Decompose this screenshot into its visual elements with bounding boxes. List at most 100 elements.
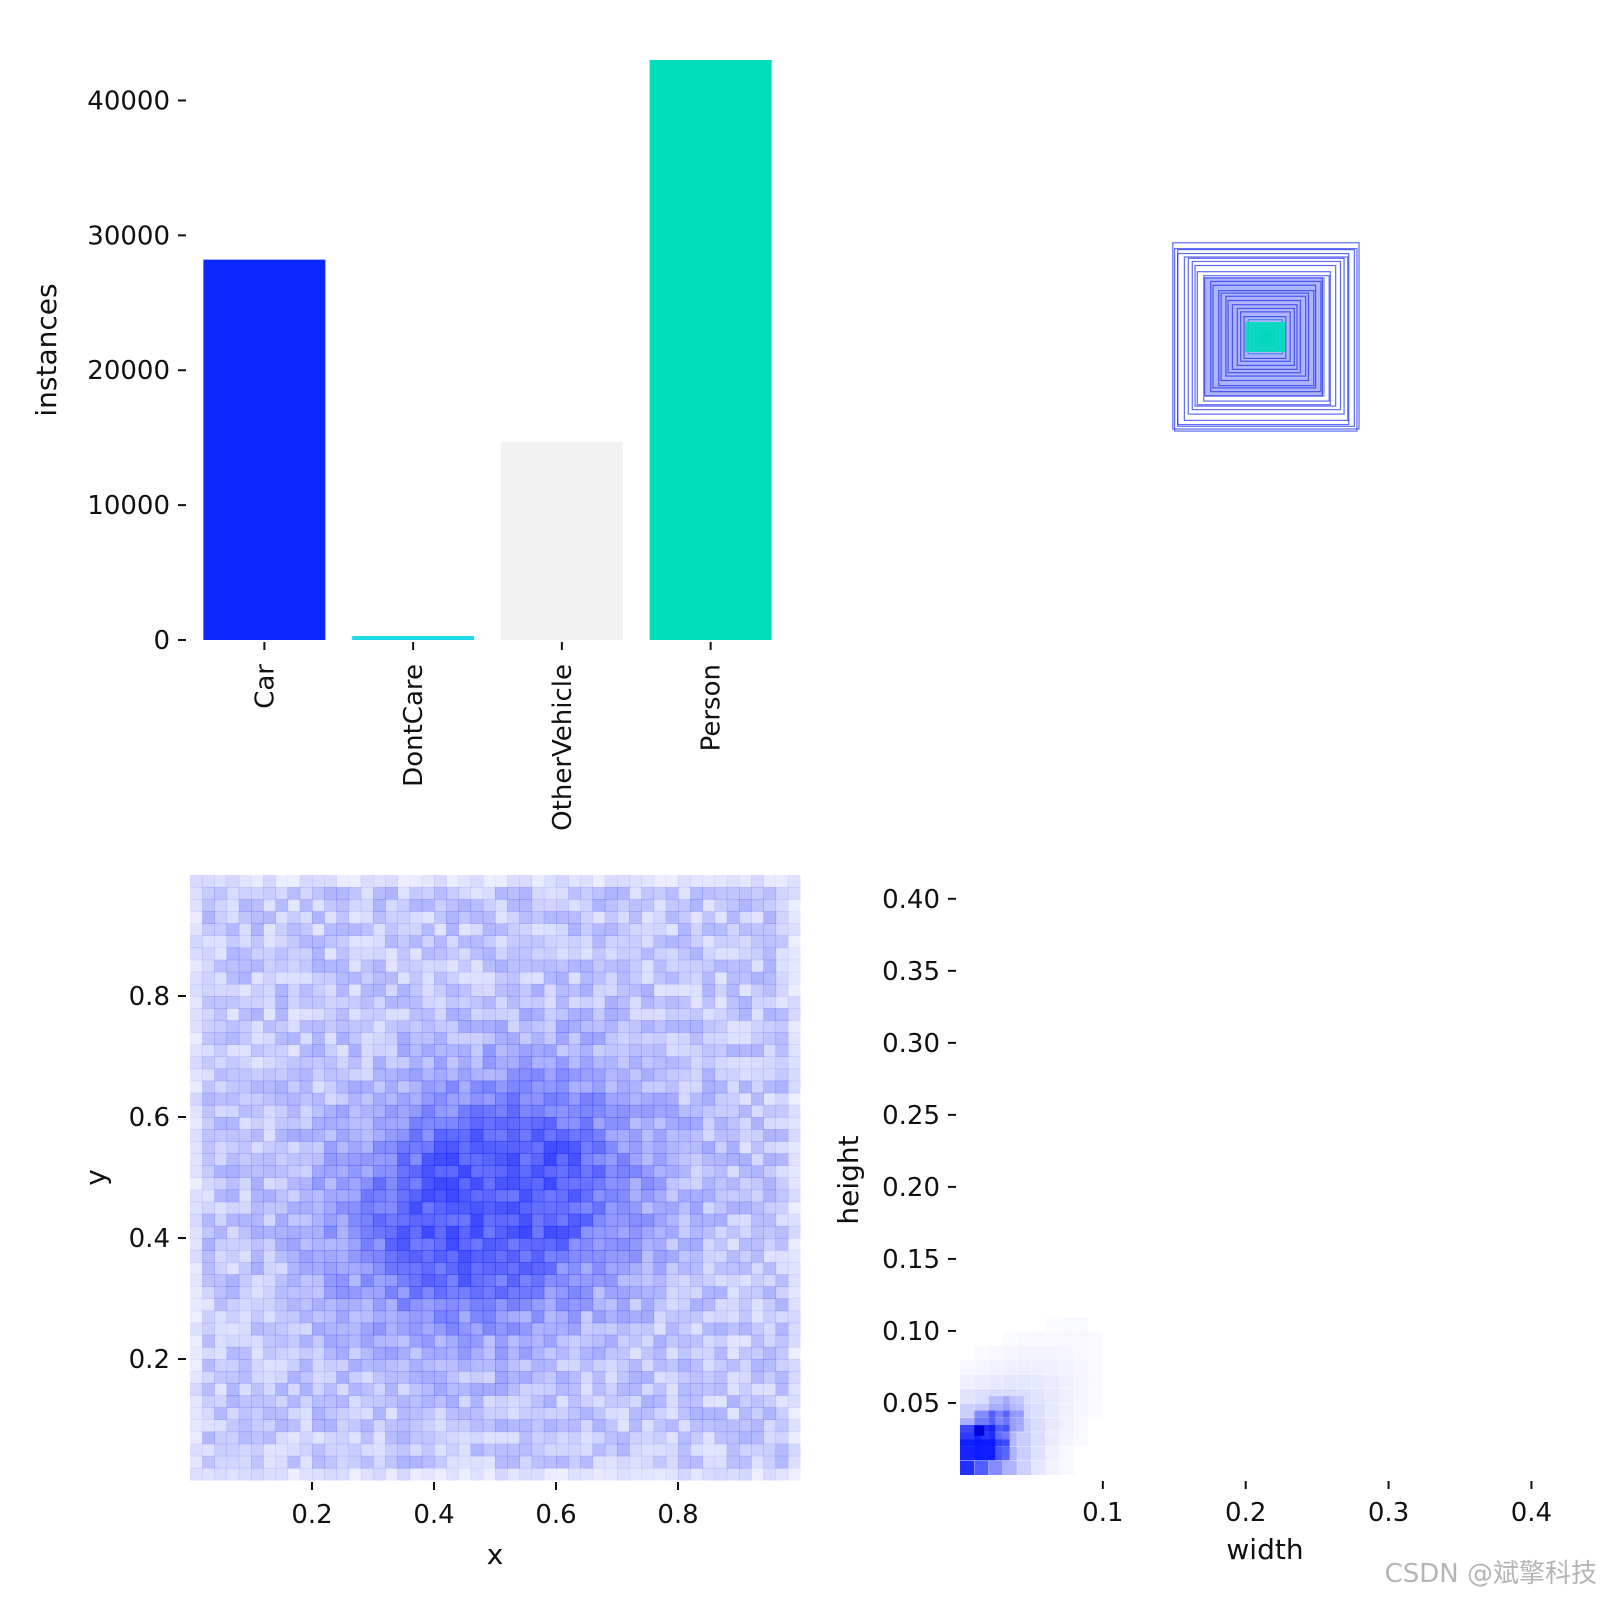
heatmap-cell [348, 1129, 362, 1142]
heatmap-cell [421, 1129, 435, 1142]
heatmap-cell [348, 1274, 362, 1287]
heatmap-cell [543, 1129, 557, 1142]
heatmap-cell [714, 887, 728, 900]
heatmap-cell [287, 971, 301, 985]
heatmap-cell [238, 1431, 252, 1445]
heatmap-cell [787, 1395, 801, 1408]
heatmap-cell [739, 1177, 752, 1191]
heatmap-cell [775, 1431, 789, 1445]
heatmap-cell [263, 1238, 276, 1251]
heatmap-cell [763, 1310, 777, 1324]
heatmap-cell [373, 1056, 386, 1070]
heatmap-cell [238, 1383, 252, 1396]
heatmap-cell [446, 1104, 459, 1118]
heatmap-cell [678, 1334, 691, 1348]
heatmap-cell-core [1002, 1410, 1024, 1432]
y-tick-label: 0.8 [129, 982, 170, 1012]
heatmap-cell [1060, 1388, 1074, 1403]
heatmap-cell [519, 1443, 533, 1457]
heatmap-cell [275, 887, 289, 900]
heatmap-cell [482, 1371, 496, 1384]
heatmap-cell [519, 1298, 533, 1312]
heatmap-cell [702, 1129, 716, 1142]
heatmap-cell [482, 1250, 496, 1263]
heatmap-cell [726, 959, 740, 973]
heatmap-cell [214, 996, 228, 1009]
heatmap-cell [714, 1092, 728, 1106]
heatmap-cell [519, 1334, 533, 1348]
heatmap-cell [641, 1201, 655, 1215]
heatmap-cell [617, 887, 630, 900]
heatmap-cell [604, 1201, 618, 1215]
heatmap-cell [592, 983, 606, 997]
heatmap-cell [543, 1213, 557, 1227]
heatmap-cell [714, 1020, 728, 1033]
heatmap-cell [519, 1032, 533, 1045]
heatmap-cell [519, 1455, 533, 1469]
heatmap-cell [336, 1262, 350, 1275]
heatmap-cell [458, 1262, 472, 1275]
heatmap-cell [336, 1383, 350, 1396]
heatmap-cell [739, 983, 752, 997]
heatmap-cell [617, 1383, 630, 1396]
heatmap-cell [556, 1310, 569, 1324]
heatmap-cell [214, 1177, 228, 1191]
heatmap-cell [775, 1177, 789, 1191]
heatmap-cell [324, 1467, 337, 1481]
heatmap-cell [287, 1044, 301, 1057]
heatmap-cell [458, 1092, 472, 1106]
heatmap-cell [360, 1068, 374, 1082]
heatmap-cell [251, 1262, 264, 1275]
heatmap-cell [312, 1274, 325, 1287]
heatmap-cell [470, 899, 484, 912]
heatmap-cell [397, 1068, 411, 1082]
heatmap-cell [604, 1177, 618, 1191]
heatmap-cell [787, 1225, 801, 1239]
heatmap-cell [190, 911, 203, 924]
heatmap-cell [568, 1334, 581, 1348]
heatmap-cell [214, 1455, 228, 1469]
heatmap-cell [434, 947, 447, 961]
heatmap-cell [190, 1443, 203, 1457]
heatmap-cell [690, 1008, 703, 1021]
heatmap-cell [629, 1371, 642, 1384]
heatmap-cell [190, 1467, 203, 1481]
heatmap-cell [665, 1092, 679, 1106]
heatmap-cell [1045, 1432, 1060, 1447]
heatmap-cell [275, 1044, 289, 1057]
heatmap-cell [1017, 1374, 1032, 1389]
heatmap-cell [568, 1056, 581, 1070]
heatmap-cell [238, 971, 252, 985]
anchor-box-core [1245, 322, 1285, 352]
heatmap-cell [726, 1092, 740, 1106]
heatmap-cell [348, 935, 362, 949]
heatmap-cell [604, 1334, 618, 1348]
heatmap-cell [287, 1286, 301, 1299]
heatmap-cell [775, 1225, 789, 1239]
heatmap-cell [580, 1371, 594, 1384]
heatmap-cell [190, 1189, 203, 1203]
heatmap-cell [580, 1008, 594, 1021]
heatmap-cell [763, 1213, 777, 1227]
heatmap-cell [226, 1383, 240, 1396]
heatmap-cell [434, 1129, 447, 1142]
heatmap-cell [238, 1334, 252, 1348]
heatmap-cell [409, 1056, 423, 1070]
heatmap-cell [775, 1298, 789, 1312]
heatmap-cell [775, 1092, 789, 1106]
heatmap-cell [531, 1153, 545, 1166]
heatmap-cell [446, 1262, 459, 1275]
heatmap-cell [775, 1286, 789, 1299]
heatmap-cell [434, 1068, 447, 1082]
heatmap-cell [1031, 1403, 1046, 1418]
heatmap-cell [519, 983, 533, 997]
heatmap-cell [629, 1443, 642, 1457]
heatmap-cell [665, 1068, 679, 1082]
heatmap-cell [592, 959, 606, 973]
heatmap-cell [190, 1250, 203, 1263]
heatmap-cell [263, 923, 276, 936]
heatmap-cell [251, 1250, 264, 1263]
heatmap-cell [470, 1020, 484, 1033]
heatmap-cell [726, 1322, 740, 1336]
heatmap-cell [324, 1383, 337, 1396]
